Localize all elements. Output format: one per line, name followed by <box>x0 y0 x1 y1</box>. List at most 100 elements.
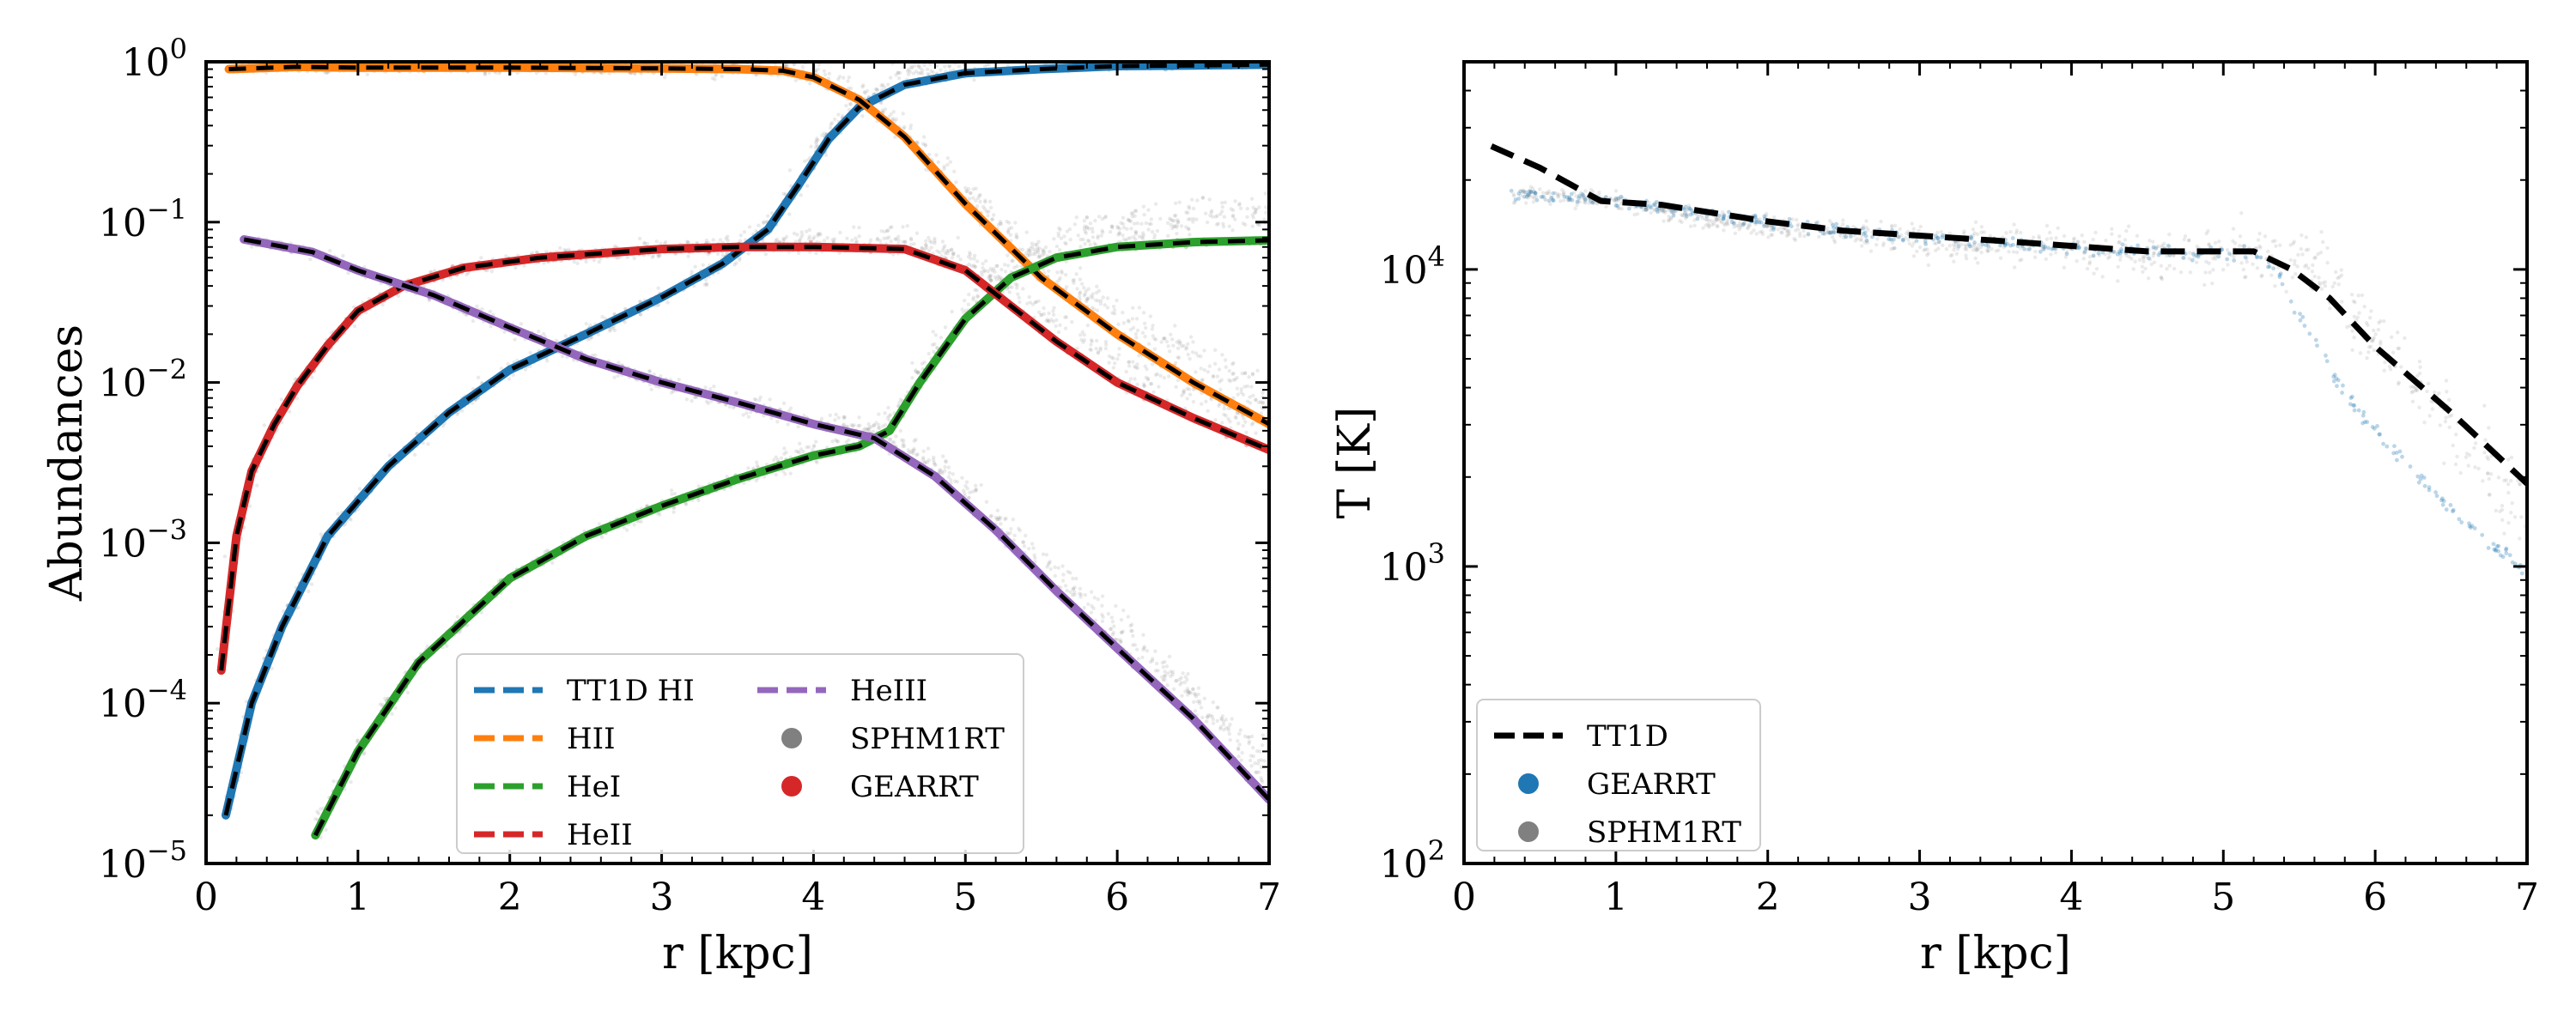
sphm1rt-point <box>1133 229 1138 234</box>
sphm1rt-point <box>747 225 752 229</box>
sphm1rt-point <box>1109 29 1112 33</box>
sphm1rt-point <box>1171 39 1175 43</box>
sphm1rt-point <box>1249 385 1254 389</box>
sphm1rt-point <box>1263 191 1268 196</box>
sphm1rt-point <box>1042 251 1047 256</box>
sphm1rt-point <box>720 74 724 79</box>
sphm1rt-point <box>1091 40 1095 44</box>
sphm1rt-point <box>1096 233 1100 239</box>
sphm1rt-point <box>991 45 994 49</box>
sphm1rt-point <box>1222 215 1227 219</box>
sphm1rt-point <box>1086 287 1091 291</box>
sphm1rt-point <box>669 488 674 493</box>
sphm1rt-point <box>1158 373 1163 379</box>
sphm1rt-point <box>1206 41 1210 45</box>
sphm1rt-point <box>1230 215 1236 219</box>
sphm1rt-point <box>1103 215 1109 219</box>
sphm1rt-point <box>1091 235 1096 239</box>
sphm1rt-point <box>650 255 655 260</box>
sphm1rt-point <box>875 87 879 92</box>
sphm1rt-point <box>1135 221 1139 226</box>
sphm1rt-point <box>968 191 973 196</box>
sphm1rt-point <box>1223 358 1228 362</box>
sphm1rt-point <box>1186 352 1190 357</box>
sphm1rt-point <box>637 236 642 241</box>
sphm1rt-point <box>1137 306 1142 310</box>
sphm1rt-point <box>624 528 629 532</box>
sphm1rt-point <box>1169 19 1172 22</box>
sphm1rt-point <box>972 257 976 261</box>
sphm1rt-point <box>1174 385 1178 389</box>
sphm1rt-point <box>927 351 931 356</box>
sphm1rt-point <box>550 560 555 566</box>
sphm1rt-point <box>1092 241 1097 245</box>
sphm1rt-point <box>1206 52 1209 56</box>
sphm1rt-point <box>814 458 818 464</box>
sphm1rt-point <box>1257 205 1261 209</box>
sphm1rt-point <box>1096 349 1101 354</box>
sphm1rt-point <box>1187 206 1192 210</box>
sphm1rt-point <box>1152 56 1156 59</box>
sphm1rt-point <box>1037 255 1042 259</box>
sphm1rt-point <box>981 261 985 266</box>
sphm1rt-point <box>1077 57 1080 60</box>
sphm1rt-point <box>1121 233 1125 238</box>
sphm1rt-point <box>915 371 920 375</box>
sphm1rt-point <box>1191 35 1194 39</box>
sphm1rt-point <box>1222 46 1225 50</box>
sphm1rt-point <box>1158 216 1163 221</box>
sphm1rt-point <box>880 424 885 428</box>
sphm1rt-point <box>1097 215 1102 219</box>
sphm1rt-point <box>545 359 550 363</box>
sphm1rt-point <box>1085 238 1091 243</box>
sphm1rt-point <box>1117 346 1121 351</box>
sphm1rt-point <box>1072 222 1078 227</box>
sphm1rt-point <box>1064 40 1067 44</box>
sphm1rt-point <box>1152 233 1157 238</box>
sphm1rt-point <box>943 244 947 248</box>
sphm1rt-point <box>1087 239 1091 244</box>
sphm1rt-point <box>1133 232 1139 236</box>
sphm1rt-point <box>1214 222 1219 227</box>
sphm1rt-point <box>1133 43 1137 46</box>
sphm1rt-point <box>1051 319 1055 324</box>
sphm1rt-point <box>1058 276 1062 281</box>
sphm1rt-point <box>1131 325 1136 330</box>
sphm1rt-point <box>993 270 997 274</box>
sphm1rt-point <box>987 199 993 204</box>
sphm1rt-point <box>1081 237 1085 242</box>
sphm1rt-point <box>1261 391 1265 395</box>
sphm1rt-point <box>1234 15 1237 19</box>
sphm1rt-point <box>1103 215 1108 220</box>
sphm1rt-point <box>880 108 884 112</box>
sphm1rt-point <box>1078 35 1082 39</box>
sphm1rt-point <box>1093 298 1098 303</box>
sphm1rt-point <box>1085 226 1090 230</box>
sphm1rt-point <box>860 114 865 118</box>
sphm1rt-point <box>316 811 321 816</box>
sphm1rt-point <box>1237 202 1242 206</box>
sphm1rt-point <box>523 367 528 372</box>
sphm1rt-point <box>1054 280 1059 284</box>
sphm1rt-point <box>1242 371 1248 375</box>
sphm1rt-point <box>1221 224 1226 229</box>
sphm1rt-point <box>573 72 578 77</box>
sphm1rt-point <box>1227 224 1231 228</box>
sphm1rt-point <box>1072 281 1076 285</box>
sphm1rt-point <box>817 63 822 67</box>
sphm1rt-point <box>1005 253 1010 258</box>
sphm1rt-point <box>887 418 891 423</box>
sphm1rt-point <box>1192 27 1195 31</box>
sphm1rt-point <box>1196 354 1200 358</box>
sphm1rt-point <box>336 512 340 516</box>
sphm1rt-point <box>1081 37 1084 40</box>
sphm1rt-point <box>1165 37 1169 40</box>
sphm1rt-point <box>1086 296 1091 300</box>
sphm1rt-point <box>755 460 759 464</box>
sphm1rt-point <box>1225 57 1229 60</box>
sphm1rt-point <box>1134 336 1139 340</box>
sphm1rt-point <box>1018 56 1022 59</box>
sphm1rt-point <box>1090 339 1094 344</box>
sphm1rt-point <box>1146 342 1151 346</box>
sphm1rt-point <box>1216 221 1221 226</box>
